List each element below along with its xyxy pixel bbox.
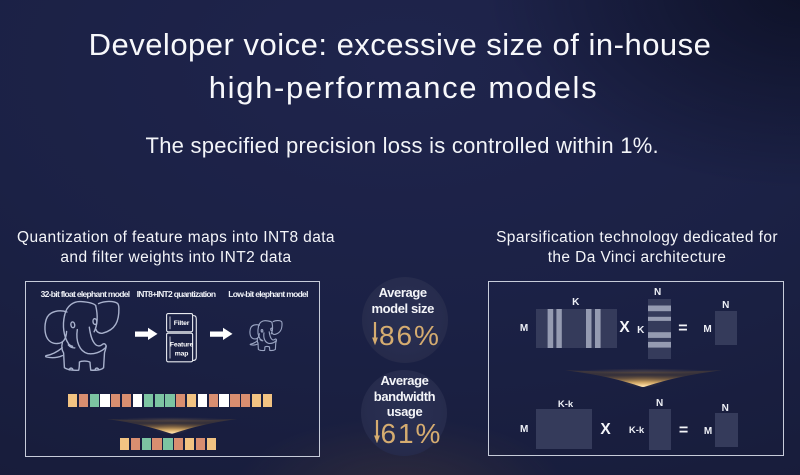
svg-text:Filter: Filter [174, 320, 190, 327]
svg-text:Feature: Feature [170, 342, 194, 349]
svg-text:map: map [175, 351, 188, 358]
